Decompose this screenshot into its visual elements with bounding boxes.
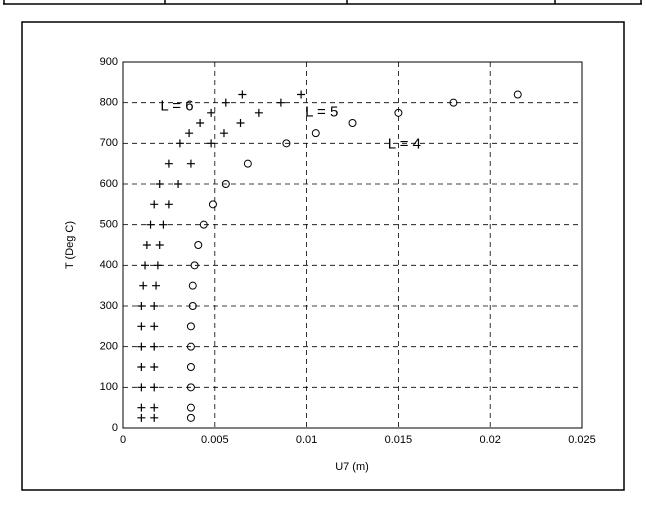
marker [146,220,155,229]
marker [150,200,159,209]
y-axis-label: T (Deg C) [64,221,76,269]
marker [194,241,203,249]
marker [155,241,164,249]
x-tick-label: 0.01 [296,434,317,446]
marker [219,129,228,138]
marker [221,180,230,188]
y-tick-label: 300 [100,300,118,312]
marker [150,363,159,371]
marker [394,108,403,117]
marker [137,403,146,412]
figure-frame [21,21,625,491]
marker [449,98,458,107]
marker [150,383,159,392]
marker [199,220,208,229]
marker [150,403,159,412]
marker [297,90,306,99]
marker [238,90,247,99]
marker [186,383,195,392]
marker [254,108,263,117]
marker [164,200,173,209]
marker [150,302,159,310]
x-tick-label: 0.005 [201,434,229,446]
marker [236,119,245,127]
table-fragment [3,0,642,5]
marker [221,98,230,107]
marker [282,139,291,148]
marker [150,322,159,331]
marker [150,342,159,351]
marker [175,139,184,148]
marker [153,261,162,270]
y-tick-label: 800 [100,97,118,109]
marker [186,403,195,412]
x-tick-label: 0.02 [479,434,500,446]
marker [152,281,161,290]
series-label: L = 5 [305,104,338,121]
marker [159,220,168,229]
marker [243,159,252,168]
y-tick-label: 200 [100,341,118,353]
y-tick-label: 100 [100,381,118,393]
marker [137,322,146,331]
marker [276,98,285,107]
marker [186,413,195,422]
marker [188,281,197,290]
marker [311,129,320,138]
marker [513,90,522,99]
y-tick-label: 500 [100,219,118,231]
x-tick-label: 0.025 [568,434,596,446]
y-tick-label: 900 [100,56,118,68]
marker [186,342,195,351]
marker [174,180,183,188]
marker [186,159,195,168]
marker [208,200,217,209]
marker [196,119,205,127]
marker [137,302,146,310]
marker [142,241,151,249]
series-label: L = 6 [160,98,193,115]
marker [137,413,146,422]
marker [207,108,216,117]
marker [155,180,164,188]
marker [186,322,195,331]
marker [137,342,146,351]
marker [139,281,148,290]
y-tick-label: 400 [100,259,118,271]
y-tick-label: 700 [100,137,118,149]
marker [164,159,173,168]
marker [185,129,194,138]
plot-frame [122,61,583,429]
x-axis-label: U7 (m) [335,461,369,473]
x-tick-label: 0.015 [385,434,413,446]
marker [188,302,197,310]
marker [137,383,146,392]
y-tick-label: 0 [112,422,118,434]
marker [348,119,357,127]
marker [150,413,159,422]
marker [207,139,216,148]
marker [141,261,150,270]
y-tick-label: 600 [100,178,118,190]
marker [137,363,146,371]
marker [190,261,199,270]
marker [186,363,195,371]
x-tick-label: 0 [120,434,126,446]
series-label: L = 4 [388,136,421,153]
